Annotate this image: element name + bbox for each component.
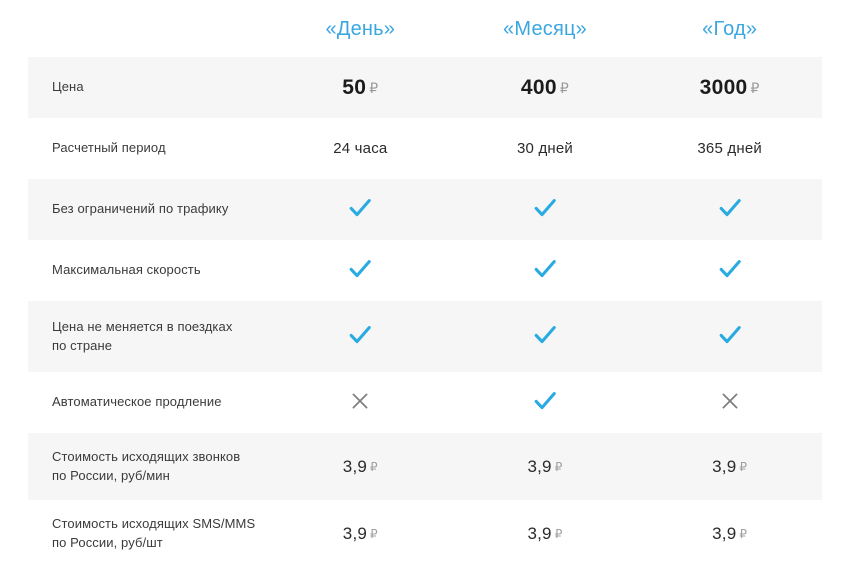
row-label-unlimited-traffic: Без ограничений по трафику (28, 200, 268, 219)
row-label-line2: по стране (52, 337, 113, 353)
row-label-line1: Автоматическое продление (52, 394, 222, 410)
row-label-line1: Максимальная скорость (52, 262, 201, 278)
table-row-billing-period: Расчетный период 24 часа 30 дней 365 дне… (28, 118, 822, 179)
check-icon (718, 257, 742, 281)
cell-price-day: 50 ₽ (268, 76, 453, 100)
check-icon (533, 257, 557, 281)
cross-icon (349, 390, 371, 412)
check-icon (533, 323, 557, 347)
row-label-line1: Стоимость исходящих звонков (52, 448, 241, 464)
value-text: 3,9 (527, 523, 552, 543)
value-text: 50 (342, 75, 367, 99)
row-label-price-not-changing-travel: Цена не меняется в поездках по стране (28, 318, 268, 356)
cell-max-speed-month (453, 257, 638, 284)
plan-column-header-month[interactable]: «Месяц» (503, 17, 587, 40)
row-label-max-speed: Максимальная скорость (28, 261, 268, 280)
cell-outgoing-calls-year: 3,9 ₽ (637, 457, 822, 477)
table-row-unlimited-traffic: Без ограничений по трафику (28, 179, 822, 240)
cell-outgoing-calls-day: 3,9 ₽ (268, 457, 453, 477)
table-row-outgoing-sms-mms-cost: Стоимость исходящих SMS/MMS по России, р… (28, 500, 822, 567)
row-label-billing-period: Расчетный период (28, 139, 268, 158)
check-icon (348, 323, 372, 347)
table-row-max-speed: Максимальная скорость (28, 240, 822, 301)
cell-unlimited-traffic-year (637, 196, 822, 223)
cell-unlimited-traffic-day (268, 196, 453, 223)
currency-symbol: ₽ (369, 79, 379, 96)
currency-symbol: ₽ (554, 526, 563, 541)
currency-symbol: ₽ (739, 526, 748, 541)
row-label-line2: по России, руб/шт (52, 534, 163, 550)
value-text: 400 (520, 75, 557, 99)
cell-price-not-changing-year (637, 323, 822, 350)
currency-symbol: ₽ (370, 459, 378, 474)
value-text: 3000 (699, 75, 748, 99)
cell-price-not-changing-month (453, 323, 638, 350)
check-icon (348, 196, 372, 220)
cell-auto-renewal-month (453, 389, 638, 416)
row-label-outgoing-sms-mms-cost: Стоимость исходящих SMS/MMS по России, р… (28, 515, 268, 553)
check-icon (718, 196, 742, 220)
table-row-price-not-changing-travel: Цена не меняется в поездках по стране (28, 301, 822, 372)
currency-symbol: ₽ (559, 79, 570, 96)
cell-price-year: 3000 ₽ (637, 76, 822, 100)
cell-outgoing-sms-month: 3,9 ₽ (453, 524, 638, 544)
value-text: 3,9 (527, 456, 552, 476)
currency-symbol: ₽ (750, 79, 760, 96)
table-row-outgoing-calls-cost: Стоимость исходящих звонков по России, р… (28, 433, 822, 500)
cell-outgoing-sms-day: 3,9 ₽ (268, 524, 453, 544)
cell-billing-period-month: 30 дней (517, 140, 574, 157)
cell-price-not-changing-day (268, 323, 453, 350)
tariff-table: Цена 50 ₽ 400 ₽ 3000 ₽ Расчетный период 24 … (28, 57, 822, 567)
cell-outgoing-calls-month: 3,9 ₽ (453, 457, 638, 477)
currency-symbol: ₽ (554, 459, 563, 474)
cell-unlimited-traffic-month (453, 196, 638, 223)
row-label-line1: Без ограничений по трафику (52, 201, 229, 217)
plan-header-row: «День» «Месяц» «Год» (28, 0, 822, 57)
cell-auto-renewal-year (637, 390, 822, 415)
cell-billing-period-year: 365 дней (697, 140, 762, 157)
cell-outgoing-sms-year: 3,9 ₽ (637, 524, 822, 544)
cell-max-speed-day (268, 257, 453, 284)
check-icon (533, 389, 557, 413)
check-icon (348, 257, 372, 281)
plan-column-header-year[interactable]: «Год» (702, 17, 758, 40)
value-text: 3,9 (342, 456, 368, 476)
row-label-line1: Стоимость исходящих SMS/MMS (52, 515, 256, 531)
cross-icon (719, 390, 741, 412)
row-label-auto-renewal: Автоматическое продление (28, 393, 268, 412)
row-label-line1: Цена (52, 79, 84, 95)
row-label-line1: Расчетный период (52, 140, 166, 156)
row-label-line1: Цена не меняется в поездках (52, 318, 233, 334)
row-label-line2: по России, руб/мин (52, 467, 170, 483)
cell-max-speed-year (637, 257, 822, 284)
row-label-price: Цена (28, 78, 268, 97)
check-icon (718, 323, 742, 347)
plan-column-header-day[interactable]: «День» (325, 17, 396, 40)
cell-auto-renewal-day (268, 390, 453, 415)
value-text: 3,9 (712, 523, 737, 543)
cell-price-month: 400 ₽ (453, 76, 638, 100)
currency-symbol: ₽ (739, 459, 748, 474)
currency-symbol: ₽ (370, 526, 378, 541)
value-text: 3,9 (342, 523, 368, 543)
cell-billing-period-day: 24 часа (333, 140, 388, 157)
value-text: 3,9 (712, 456, 737, 476)
table-row-price: Цена 50 ₽ 400 ₽ 3000 ₽ (28, 57, 822, 118)
row-label-outgoing-calls-cost: Стоимость исходящих звонков по России, р… (28, 448, 268, 486)
table-row-auto-renewal: Автоматическое продление (28, 372, 822, 433)
check-icon (533, 196, 557, 220)
